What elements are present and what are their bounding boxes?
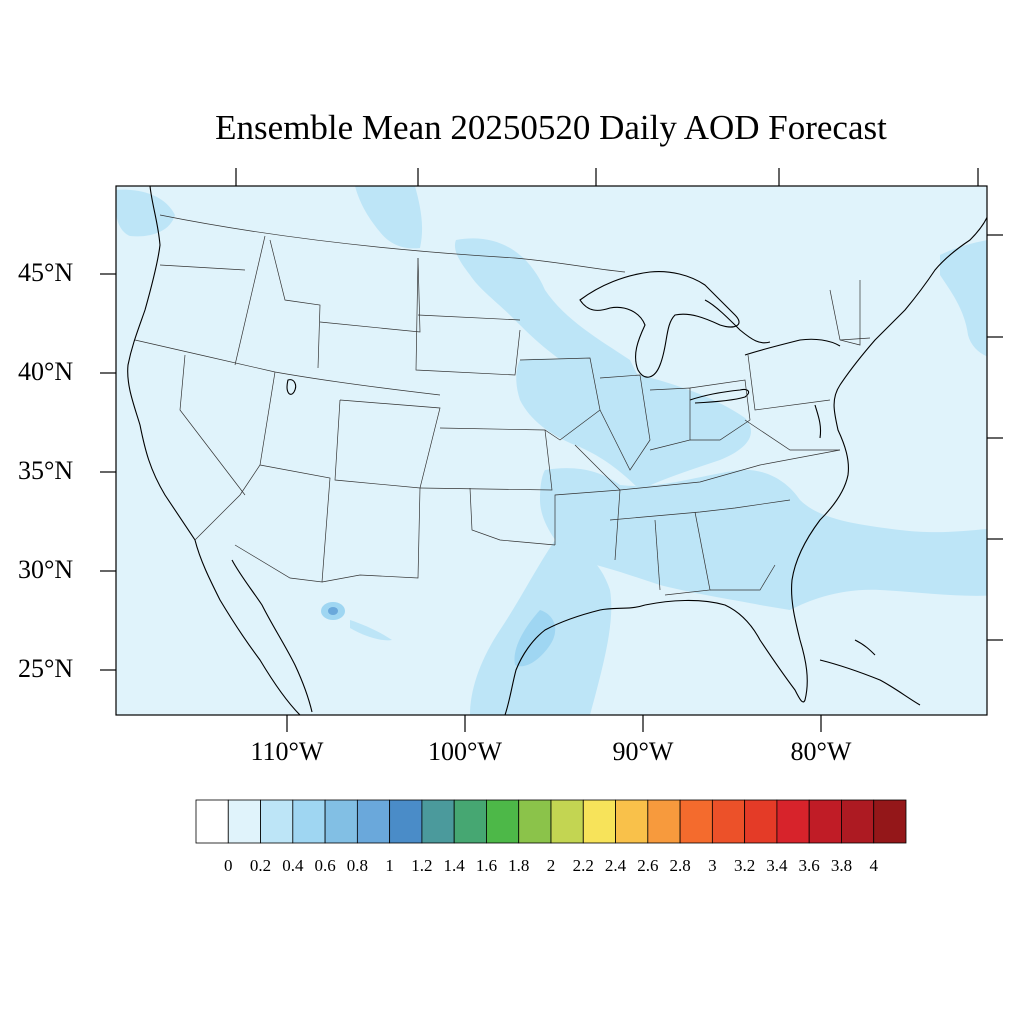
colorbar-swatch-16 [711, 799, 746, 844]
colorbar-label: 1 [385, 856, 394, 875]
colorbar-swatch-13 [615, 799, 649, 844]
colorbar-swatch-5 [356, 799, 391, 844]
colorbar-label: 1.2 [411, 856, 433, 875]
colorbar-swatch-19 [808, 799, 842, 844]
lon-label-110w: 110°W [250, 737, 324, 766]
colorbar-swatch-9 [486, 799, 520, 844]
colorbar-swatch-17 [744, 799, 778, 844]
aod-central-plains-plume [454, 238, 640, 388]
colorbar-swatch-6 [389, 799, 423, 844]
colorbar-swatch-21 [873, 799, 907, 844]
aod-northwest-patch [355, 186, 423, 249]
colorbar-swatch-14 [647, 799, 681, 844]
colorbar-swatch-20 [841, 799, 875, 844]
colorbar-label: 0 [224, 856, 233, 875]
coastlines [127, 186, 987, 715]
colorbar-label: 1.6 [475, 856, 498, 875]
lat-label-40: 40°N [18, 357, 74, 386]
colorbar-swatch-18 [776, 799, 810, 844]
aod-northeast-canada-patch [940, 240, 987, 357]
colorbar-swatch-11 [550, 799, 584, 844]
lat-label-35: 35°N [18, 456, 74, 485]
colorbar-label: 2.6 [637, 856, 659, 875]
colorbar-swatch-7 [421, 799, 455, 844]
lat-label-30: 30°N [18, 555, 74, 584]
colorbar-swatch-1 [227, 799, 261, 844]
colorbar-label: 3.6 [798, 856, 820, 875]
colorbar-label: 1.8 [508, 856, 530, 875]
colorbar-label: 3.4 [766, 856, 788, 875]
colorbar-swatch-4 [324, 799, 358, 844]
colorbar-label: 1.4 [443, 856, 465, 875]
colorbar-label: 2.4 [604, 856, 627, 875]
state-boundaries [134, 214, 871, 596]
aod-pacific-nw-patch [116, 189, 175, 237]
colorbar-label: 0.8 [346, 856, 368, 875]
colorbar-swatch-15 [679, 799, 713, 844]
lat-label-25: 25°N [18, 654, 74, 683]
colorbar-label: 3.8 [830, 856, 853, 875]
colorbar-swatch-2 [260, 799, 294, 844]
colorbar-swatch-8 [453, 799, 487, 844]
lat-label-45: 45°N [18, 258, 74, 287]
aod-shading [116, 186, 987, 715]
colorbar-label: 0.2 [249, 856, 272, 875]
lon-label-90w: 90°W [612, 737, 674, 766]
colorbar-label: 2 [546, 856, 556, 875]
colorbar-label: 2.2 [572, 856, 594, 875]
colorbar-label: 3.2 [734, 856, 756, 875]
map-title: Ensemble Mean 20250520 Daily AOD Forecas… [215, 108, 887, 147]
colorbar-label: 2.8 [669, 856, 691, 875]
colorbar-swatch-0 [195, 799, 229, 844]
lon-label-100w: 100°W [428, 737, 502, 766]
aod-chihuahua-hotspot-inner [328, 607, 338, 615]
colorbar-swatch-12 [582, 799, 616, 844]
colorbar-label: 4 [869, 856, 878, 875]
map-frame [100, 168, 1003, 732]
colorbar-swatch-3 [292, 799, 326, 844]
colorbar-label: 0.4 [282, 856, 304, 875]
colorbar-swatch-10 [518, 799, 552, 844]
lon-label-80w: 80°W [790, 737, 852, 766]
colorbar-label: 0.6 [314, 856, 336, 875]
aod-midwest-ohio-band [516, 358, 751, 490]
colorbar-label: 3 [708, 856, 717, 875]
aod-south-tongue [540, 468, 987, 610]
